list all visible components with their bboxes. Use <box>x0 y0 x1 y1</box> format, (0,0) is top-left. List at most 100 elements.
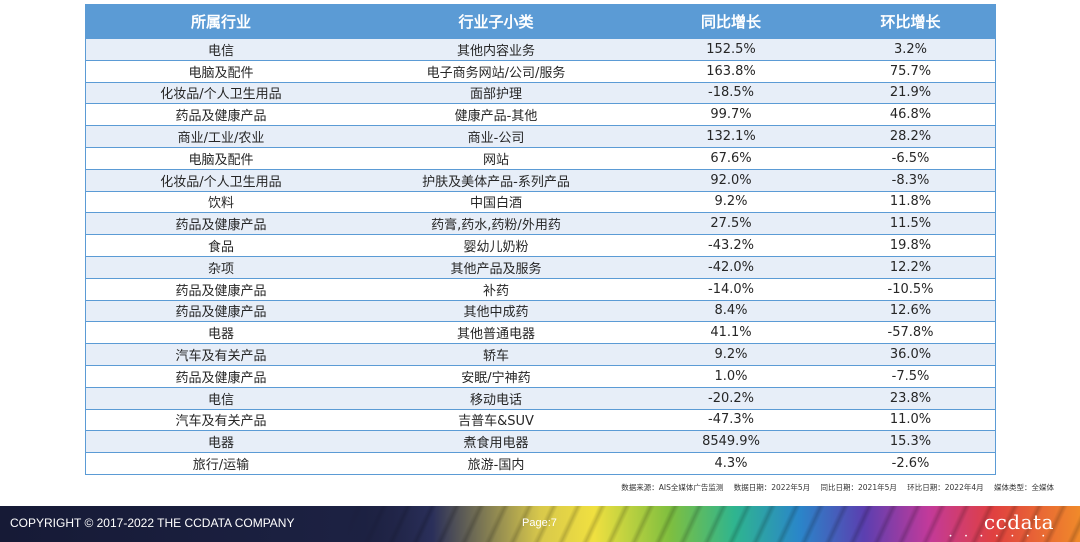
cell-yoy: 9.2% <box>636 343 826 366</box>
cell-subcategory: 其他中成药 <box>356 299 636 322</box>
table-row: 化妆品/个人卫生用品 护肤及美体产品-系列产品 92.0% -8.3% <box>86 168 995 192</box>
cell-mom: 21.9% <box>826 81 995 104</box>
copyright-text: COPYRIGHT © 2017-2022 THE CCDATA COMPANY <box>10 516 295 530</box>
cell-industry: 汽车及有关产品 <box>86 343 356 366</box>
footer-dark-band <box>0 506 430 542</box>
table-body: 电信 其他内容业务 152.5% 3.2% 电脑及配件 电子商务网站/公司/服务 163.8… <box>86 38 995 474</box>
cell-industry: 电信 <box>86 38 356 61</box>
cell-mom: -57.8% <box>826 321 995 344</box>
industry-growth-table-container: 所属行业 行业子小类 同比增长 环比增长 电信 其他内容业务 152.5% 3.2% 电脑及配… <box>85 4 996 475</box>
header-mom: 环比增长 <box>826 5 995 39</box>
footer-bar: COPYRIGHT © 2017-2022 THE CCDATA COMPANY… <box>0 506 1080 542</box>
cell-industry: 电脑及配件 <box>86 146 356 170</box>
cell-industry: 电器 <box>86 321 356 344</box>
cell-yoy: -43.2% <box>636 234 826 257</box>
cell-yoy: 67.6% <box>636 146 826 170</box>
cell-industry: 汽车及有关产品 <box>86 408 356 431</box>
cell-mom: 11.5% <box>826 212 995 235</box>
cell-mom: -7.5% <box>826 364 995 388</box>
logo-dots-decoration: • • • • • • • <box>948 533 1050 540</box>
cell-subcategory: 旅游-国内 <box>356 452 636 474</box>
industry-growth-table: 所属行业 行业子小类 同比增长 环比增长 电信 其他内容业务 152.5% 3.2% 电脑及配… <box>86 5 995 474</box>
cell-industry: 药品及健康产品 <box>86 212 356 235</box>
cell-mom: 12.6% <box>826 299 995 322</box>
cell-mom: -2.6% <box>826 452 995 474</box>
cell-subcategory: 药膏,药水,药粉/外用药 <box>356 212 636 235</box>
cell-subcategory: 移动电话 <box>356 386 636 410</box>
table-row: 旅行/运输 旅游-国内 4.3% -2.6% <box>86 452 995 474</box>
table-row: 电脑及配件 网站 67.6% -6.5% <box>86 146 995 170</box>
cell-industry: 饮料 <box>86 190 356 213</box>
cell-yoy: 152.5% <box>636 38 826 61</box>
source-text: 数据来源：AIS全媒体广告监测 <box>621 483 724 492</box>
cell-subcategory: 其他内容业务 <box>356 38 636 61</box>
cell-mom: 75.7% <box>826 59 995 83</box>
table-row: 电信 移动电话 -20.2% 23.8% <box>86 386 995 410</box>
cell-yoy: -42.0% <box>636 255 826 279</box>
cell-industry: 食品 <box>86 234 356 257</box>
table-row: 药品及健康产品 健康产品-其他 99.7% 46.8% <box>86 103 995 126</box>
cell-subcategory: 护肤及美体产品-系列产品 <box>356 168 636 192</box>
cell-yoy: 8.4% <box>636 299 826 322</box>
media-type-text: 媒体类型：全媒体 <box>994 483 1054 492</box>
cell-industry: 商业/工业/农业 <box>86 125 356 148</box>
cell-industry: 化妆品/个人卫生用品 <box>86 168 356 192</box>
table-row: 药品及健康产品 药膏,药水,药粉/外用药 27.5% 11.5% <box>86 212 995 235</box>
cell-mom: -8.3% <box>826 168 995 192</box>
cell-yoy: 1.0% <box>636 364 826 388</box>
cell-subcategory: 其他产品及服务 <box>356 255 636 279</box>
cell-yoy: 41.1% <box>636 321 826 344</box>
header-subcategory: 行业子小类 <box>356 5 636 39</box>
cell-industry: 药品及健康产品 <box>86 277 356 301</box>
table-row: 药品及健康产品 其他中成药 8.4% 12.6% <box>86 299 995 322</box>
cell-industry: 电信 <box>86 386 356 410</box>
cell-industry: 化妆品/个人卫生用品 <box>86 81 356 104</box>
cell-industry: 药品及健康产品 <box>86 299 356 322</box>
table-header: 所属行业 行业子小类 同比增长 环比增长 <box>86 5 995 39</box>
cell-subcategory: 吉普车&SUV <box>356 408 636 431</box>
cell-industry: 药品及健康产品 <box>86 364 356 388</box>
cell-industry: 杂项 <box>86 255 356 279</box>
cell-mom: 15.3% <box>826 430 995 453</box>
page-number: Page:7 <box>522 517 557 529</box>
cell-yoy: 9.2% <box>636 190 826 213</box>
cell-subcategory: 电子商务网站/公司/服务 <box>356 59 636 83</box>
cell-yoy: 99.7% <box>636 103 826 126</box>
cell-yoy: 8549.9% <box>636 430 826 453</box>
source-note: 数据来源：AIS全媒体广告监测 数据日期：2022年5月 同比日期：2021年5… <box>613 482 1054 493</box>
cell-mom: 3.2% <box>826 38 995 61</box>
table-row: 饮料 中国白酒 9.2% 11.8% <box>86 190 995 213</box>
cell-yoy: 163.8% <box>636 59 826 83</box>
cell-mom: 11.0% <box>826 408 995 431</box>
cell-yoy: -20.2% <box>636 386 826 410</box>
header-row: 所属行业 行业子小类 同比增长 环比增长 <box>86 5 995 39</box>
cell-yoy: 92.0% <box>636 168 826 192</box>
header-yoy: 同比增长 <box>636 5 826 39</box>
cell-subcategory: 轿车 <box>356 343 636 366</box>
cell-yoy: 4.3% <box>636 452 826 474</box>
cell-subcategory: 安眠/宁神药 <box>356 364 636 388</box>
cell-subcategory: 煮食用电器 <box>356 430 636 453</box>
cell-mom: 36.0% <box>826 343 995 366</box>
cell-mom: 28.2% <box>826 125 995 148</box>
cell-yoy: -18.5% <box>636 81 826 104</box>
table-row: 电器 其他普通电器 41.1% -57.8% <box>86 321 995 344</box>
data-date-text: 数据日期：2022年5月 <box>733 483 811 492</box>
cell-mom: 11.8% <box>826 190 995 213</box>
table-row: 食品 婴幼儿奶粉 -43.2% 19.8% <box>86 234 995 257</box>
cell-subcategory: 中国白酒 <box>356 190 636 213</box>
cell-subcategory: 其他普通电器 <box>356 321 636 344</box>
cell-yoy: 27.5% <box>636 212 826 235</box>
table-row: 电器 煮食用电器 8549.9% 15.3% <box>86 430 995 453</box>
cell-subcategory: 网站 <box>356 146 636 170</box>
table-row: 化妆品/个人卫生用品 面部护理 -18.5% 21.9% <box>86 81 995 104</box>
cell-yoy: -14.0% <box>636 277 826 301</box>
cell-industry: 旅行/运输 <box>86 452 356 474</box>
cell-yoy: 132.1% <box>636 125 826 148</box>
cell-yoy: -47.3% <box>636 408 826 431</box>
table-row: 杂项 其他产品及服务 -42.0% 12.2% <box>86 255 995 279</box>
cell-industry: 药品及健康产品 <box>86 103 356 126</box>
cell-mom: -10.5% <box>826 277 995 301</box>
header-industry: 所属行业 <box>86 5 356 39</box>
table-row: 汽车及有关产品 吉普车&SUV -47.3% 11.0% <box>86 408 995 431</box>
